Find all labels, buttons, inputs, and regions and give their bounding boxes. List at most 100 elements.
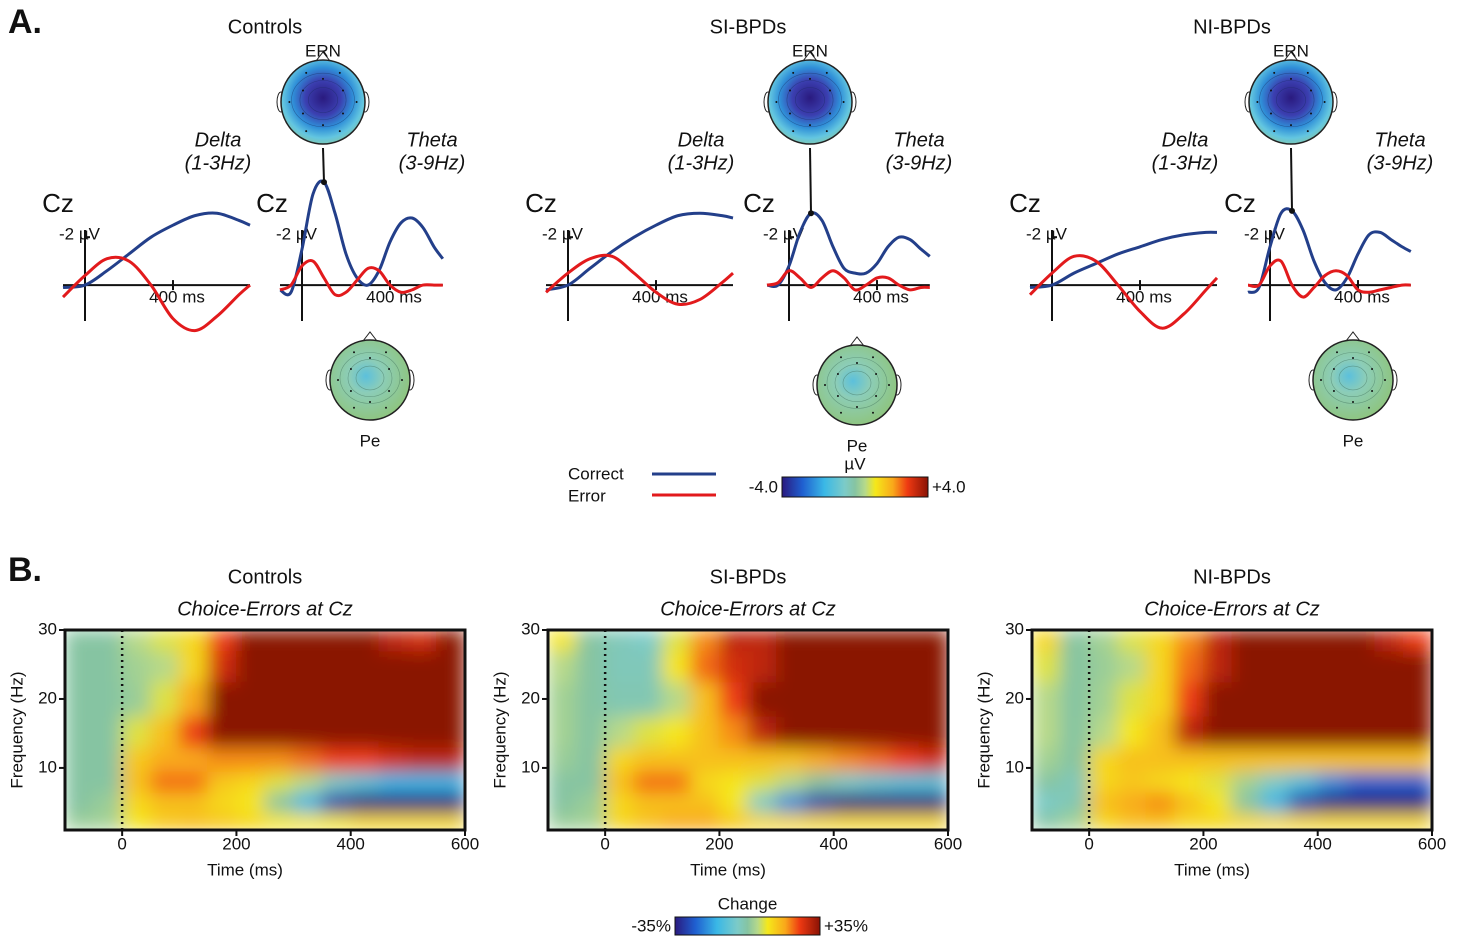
topo-electrode	[856, 362, 858, 364]
heatmap-cell	[264, 746, 295, 772]
heatmap-cell	[293, 715, 323, 748]
topo-electrode	[338, 130, 341, 133]
topo-electrode	[809, 77, 811, 80]
heatmap-cell	[350, 630, 380, 652]
heatmap-cell	[435, 715, 465, 748]
heatmap-cell	[1145, 681, 1176, 717]
heatmap-cell	[378, 791, 409, 814]
series-line	[766, 269, 930, 292]
heatmap-cell	[548, 681, 578, 717]
heatmap-cell	[293, 791, 323, 814]
topo-contour	[826, 357, 888, 409]
topo-electrode	[888, 384, 890, 386]
topo-electrode	[809, 124, 811, 127]
channel-label: Cz	[1224, 188, 1256, 218]
heatmap-cell	[350, 650, 380, 683]
heatmap-cell	[1174, 812, 1204, 830]
heatmap-cell	[178, 715, 209, 748]
heatmap-cell	[718, 681, 749, 717]
heatmap-cell	[150, 630, 180, 652]
group-title: Controls	[228, 16, 302, 38]
topo-electrode	[824, 384, 826, 386]
heatmap-cell	[150, 681, 180, 717]
series-line	[766, 211, 931, 288]
topo-electrode	[1384, 379, 1386, 381]
heatmap-cell	[1060, 812, 1090, 830]
colorbar-tick-label: -35%	[631, 916, 671, 935]
topo-electrode	[385, 351, 387, 354]
heatmap-cell	[435, 812, 465, 830]
heatmap-cell	[661, 715, 692, 748]
y-axis-label: Frequency (Hz)	[974, 671, 993, 788]
heatmap-cell	[1317, 715, 1347, 748]
heatmap-cell	[918, 650, 948, 683]
heatmap-cell	[178, 812, 209, 830]
heatmap-cell	[378, 746, 409, 772]
chart-title: SI-BPDs	[710, 566, 787, 588]
ern-connector	[1290, 147, 1293, 211]
heatmap-cell	[1345, 770, 1376, 793]
chart-subtitle: Choice-Errors at Cz	[660, 598, 836, 620]
heatmap-cell	[604, 681, 635, 717]
heatmap-cell	[576, 812, 606, 830]
heatmap-cell	[776, 630, 806, 652]
heatmap-cell	[1288, 715, 1319, 748]
heatmap-cell	[321, 791, 352, 814]
topo-electrode	[1323, 101, 1326, 103]
heatmap-cell	[833, 770, 863, 793]
heatmap-cell	[93, 746, 123, 772]
annotation: Pe	[847, 436, 868, 455]
heatmap-cell	[548, 715, 578, 748]
heatmap-cell	[1117, 715, 1147, 748]
chart-subtitle: (1-3Hz)	[668, 152, 735, 174]
heatmap-cell	[661, 650, 692, 683]
colorbar-label: µV	[844, 454, 866, 473]
series-line	[1028, 254, 1219, 330]
channel-label: Cz	[1009, 188, 1041, 218]
heatmap-cell	[1374, 630, 1404, 652]
series-line	[545, 253, 734, 307]
y-tick-label: 10	[1005, 757, 1024, 776]
topo-nose	[315, 51, 331, 62]
heatmap-cell	[264, 791, 295, 814]
heatmap-cell	[718, 791, 749, 814]
heatmap-cell	[690, 630, 720, 652]
heatmap-cell	[861, 681, 892, 717]
topo-electrode	[1371, 368, 1374, 370]
heatmap-cell	[1260, 650, 1290, 683]
heatmap-cell	[1174, 715, 1204, 748]
series-line	[279, 179, 445, 297]
heatmap-cell	[604, 812, 635, 830]
topo-electrode	[840, 356, 842, 359]
channel-label: Cz	[743, 188, 775, 218]
y-tick-label: -2 µV	[59, 225, 101, 244]
x-tick-label: 0	[1084, 834, 1093, 853]
topo-head	[816, 344, 898, 426]
topo-electrode	[875, 373, 878, 375]
heatmap-cell	[407, 770, 437, 793]
heatmap-cell	[548, 812, 578, 830]
heatmap-cell	[1088, 715, 1119, 748]
heatmap-cell	[378, 650, 409, 683]
topo-head	[280, 59, 366, 145]
heatmap-cell	[1402, 630, 1432, 652]
heatmap-cell	[747, 812, 778, 830]
heatmap-cell	[1032, 681, 1062, 717]
topo-electrode	[840, 411, 842, 414]
y-tick-label: 30	[38, 619, 57, 638]
heatmap-cell	[1088, 630, 1119, 652]
heatmap-cell	[1060, 681, 1090, 717]
topo-electrode	[342, 112, 345, 115]
channel-label: Cz	[525, 188, 557, 218]
heatmap-cell	[776, 812, 806, 830]
heatmap-cell	[804, 812, 835, 830]
topo-nose	[1345, 331, 1361, 342]
heatmap-cell	[1145, 791, 1176, 814]
topo-electrode	[322, 77, 324, 80]
heatmap-cell	[747, 630, 778, 652]
heatmap-cell	[1060, 770, 1090, 793]
topo-map	[1308, 331, 1398, 421]
heatmap-cell	[65, 650, 95, 683]
chart-subtitle: (1-3Hz)	[1152, 152, 1219, 174]
heatmap-cell	[890, 630, 920, 652]
